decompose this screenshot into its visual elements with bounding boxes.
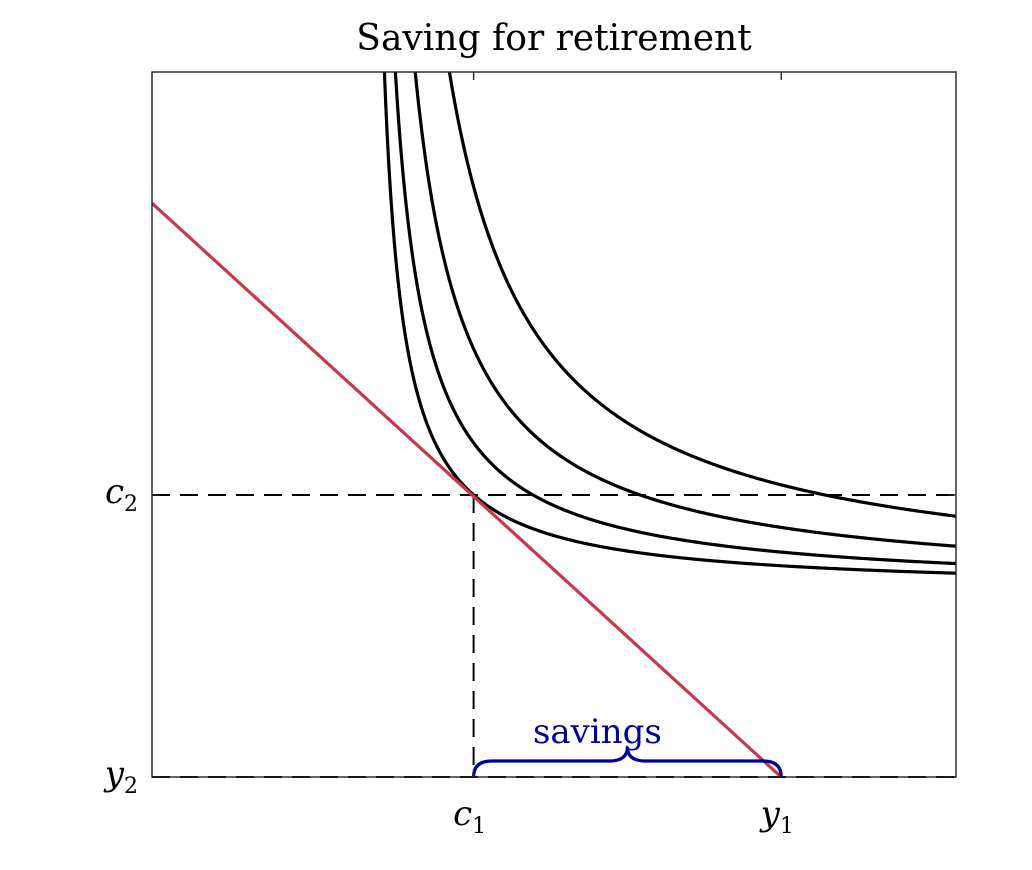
indifference-curve-3 bbox=[413, 72, 956, 548]
budget-line bbox=[152, 202, 783, 777]
savings-label: savings bbox=[533, 712, 662, 752]
savings-brace-path bbox=[472, 746, 783, 778]
indifference-curve-2 bbox=[393, 72, 956, 566]
indifference-curve-4 bbox=[447, 72, 956, 518]
savings-brace: savings bbox=[472, 712, 783, 778]
axis-ticks: c1 y1 c2 y2 bbox=[103, 72, 956, 839]
x-tick-label-y1: y1 bbox=[759, 794, 794, 839]
chart-title: Saving for retirement bbox=[356, 18, 752, 59]
indifference-curves bbox=[382, 72, 956, 575]
x-tick-label-c1: c1 bbox=[453, 794, 486, 839]
plot-frame bbox=[151, 71, 957, 778]
y-tick-label-c2: c2 bbox=[105, 472, 138, 517]
y-tick-label-y2: y2 bbox=[103, 754, 138, 799]
indifference-curve-1 bbox=[382, 72, 956, 575]
budget-constraint bbox=[152, 202, 783, 777]
